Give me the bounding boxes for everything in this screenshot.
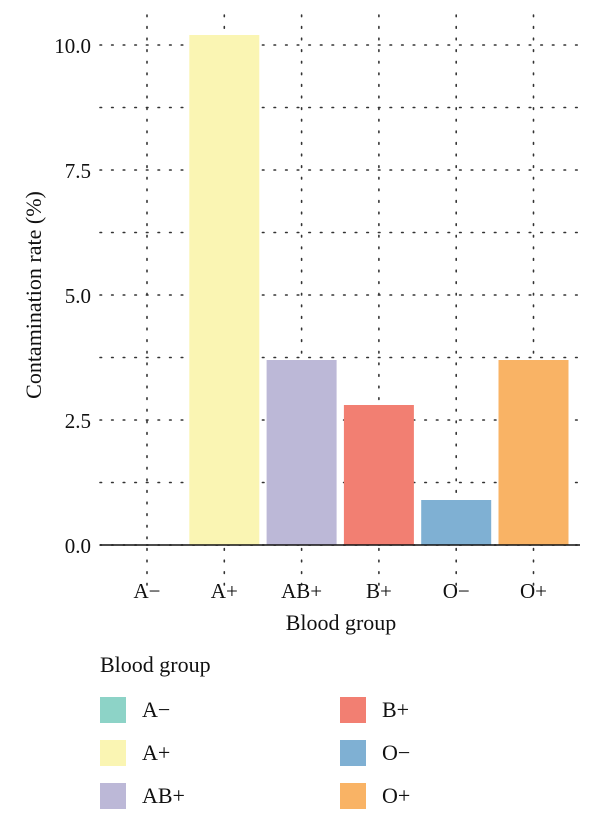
bar-3	[343, 405, 414, 545]
x-tick-label: O−	[443, 579, 470, 603]
legend-label: A−	[142, 696, 171, 722]
y-tick-label: 5.0	[65, 284, 91, 308]
legend-item: A−	[100, 688, 340, 731]
legend-item: O+	[340, 774, 580, 817]
y-tick-label: 7.5	[65, 159, 91, 183]
bar-chart: 0.0 2.5 5.0 7.5 10.0 A− A+ AB+ B+ O− O+ Blood gro…	[21, 14, 581, 635]
bar-5	[498, 360, 569, 545]
legend-item: A+	[100, 731, 340, 774]
bars	[189, 35, 569, 545]
bar-2	[266, 360, 337, 545]
y-axis-label: Contamination rate (%)	[21, 191, 46, 399]
legend-item: AB+	[100, 774, 340, 817]
legend-label: O+	[382, 782, 411, 808]
legend-label: A+	[142, 739, 171, 765]
bar-1	[189, 35, 260, 545]
legend: Blood group A− A+ AB+ B+ O− O+	[100, 652, 580, 817]
x-tick-label: O+	[520, 579, 547, 603]
y-tick-label: 2.5	[65, 409, 91, 433]
y-tick-labels: 0.0 2.5 5.0 7.5 10.0	[54, 34, 91, 558]
legend-label: B+	[382, 696, 410, 722]
x-axis-label: Blood group	[286, 610, 397, 635]
x-tick-label: B+	[366, 579, 392, 603]
legend-swatch	[100, 782, 126, 809]
legend-items: A− A+ AB+ B+ O− O+	[100, 688, 580, 817]
x-tick-label: A−	[133, 579, 160, 603]
legend-item: B+	[340, 688, 580, 731]
legend-title: Blood group	[100, 652, 211, 677]
legend-label: O−	[382, 739, 411, 765]
legend-swatch	[100, 739, 126, 766]
legend-swatch	[340, 782, 366, 809]
legend-swatch	[100, 696, 126, 723]
legend-swatch	[340, 739, 366, 766]
legend-swatch	[340, 696, 366, 723]
legend-label: AB+	[142, 782, 185, 808]
x-tick-label: A+	[211, 579, 238, 603]
y-tick-label: 0.0	[65, 534, 91, 558]
x-tick-label: AB+	[281, 579, 322, 603]
y-tick-label: 10.0	[54, 34, 91, 58]
x-tick-labels: A− A+ AB+ B+ O− O+	[133, 579, 547, 603]
bar-4	[421, 500, 492, 545]
legend-item: O−	[340, 731, 580, 774]
